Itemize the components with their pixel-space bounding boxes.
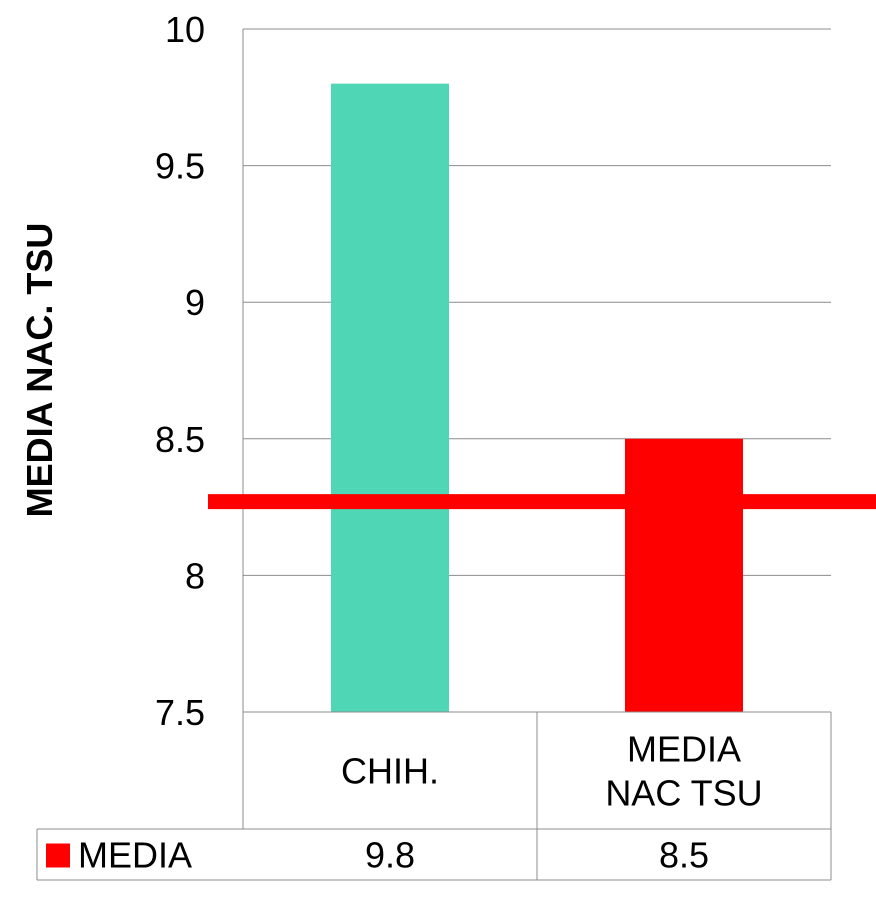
data-table-value: 8.5 — [659, 835, 709, 876]
data-table-row-label: MEDIA — [78, 835, 192, 876]
category-label: CHIH. — [341, 751, 439, 792]
y-tick-label: 10 — [165, 9, 205, 50]
bar-layer — [331, 84, 743, 712]
y-tick-label: 9.5 — [155, 146, 205, 187]
y-tick-label: 8.5 — [155, 419, 205, 460]
y-axis-title: MEDIA NAC. TSU — [19, 223, 60, 518]
bar — [331, 84, 449, 712]
data-table: CHIH. MEDIA NAC TSU MEDIA 9.8 8.5 — [37, 712, 831, 880]
data-table-value: 9.8 — [365, 835, 415, 876]
legend-key — [46, 844, 70, 868]
category-label: MEDIA NAC TSU — [605, 729, 762, 814]
tick-layer: 10 9.5 9 8.5 8 7.5 — [155, 9, 205, 733]
y-tick-label: 7.5 — [155, 692, 205, 733]
y-tick-label: 9 — [185, 282, 205, 323]
y-tick-label: 8 — [185, 555, 205, 596]
bar — [625, 439, 743, 712]
